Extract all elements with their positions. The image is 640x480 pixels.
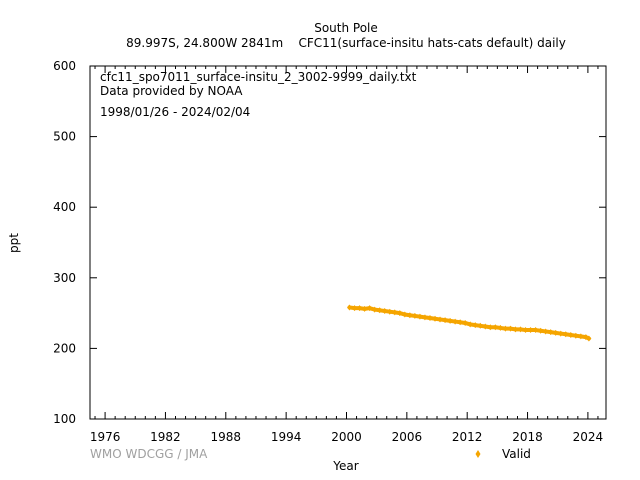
- x-tick-label: 2006: [392, 430, 423, 444]
- x-tick-label: 1994: [271, 430, 302, 444]
- legend: Valid: [475, 447, 531, 461]
- y-tick-label: 200: [53, 341, 76, 355]
- y-tick-label: 100: [53, 412, 76, 426]
- x-tick-label: 1982: [150, 430, 181, 444]
- y-tick-label: 500: [53, 130, 76, 144]
- chart-subtitle: 89.997S, 24.800W 2841m CFC11(surface-ins…: [126, 36, 566, 50]
- data-series-valid: [347, 304, 592, 342]
- x-tick-label: 1988: [211, 430, 242, 444]
- legend-marker-valid: [475, 450, 481, 458]
- date-range-annotation: 1998/01/26 - 2024/02/04: [100, 105, 250, 119]
- plot-border: [89, 65, 607, 420]
- credit-text: WMO WDCGG / JMA: [90, 447, 208, 461]
- x-tick-label: 2018: [512, 430, 543, 444]
- chart-title: South Pole: [314, 21, 378, 35]
- x-tick-label: 2000: [331, 430, 362, 444]
- y-axis: 100 200 300 400 500 600: [53, 59, 606, 426]
- x-axis-label: Year: [332, 459, 358, 473]
- x-tick-label: 1976: [90, 430, 121, 444]
- plot-frame: [89, 65, 607, 420]
- x-tick-label: 2024: [573, 430, 604, 444]
- y-tick-label: 300: [53, 271, 76, 285]
- y-tick-label: 400: [53, 200, 76, 214]
- x-axis: 1976 1982 1988 1994 2000 2006 2012 2018 2024: [90, 66, 603, 444]
- data-segment: [583, 335, 591, 341]
- x-tick-label: 2012: [452, 430, 483, 444]
- legend-label-valid: Valid: [502, 447, 531, 461]
- filename-annotation: cfc11_spo7011_surface-insitu_2_3002-9999…: [100, 70, 417, 84]
- y-tick-label: 600: [53, 59, 76, 73]
- provider-annotation: Data provided by NOAA: [100, 84, 243, 98]
- y-axis-label: ppt: [7, 233, 21, 253]
